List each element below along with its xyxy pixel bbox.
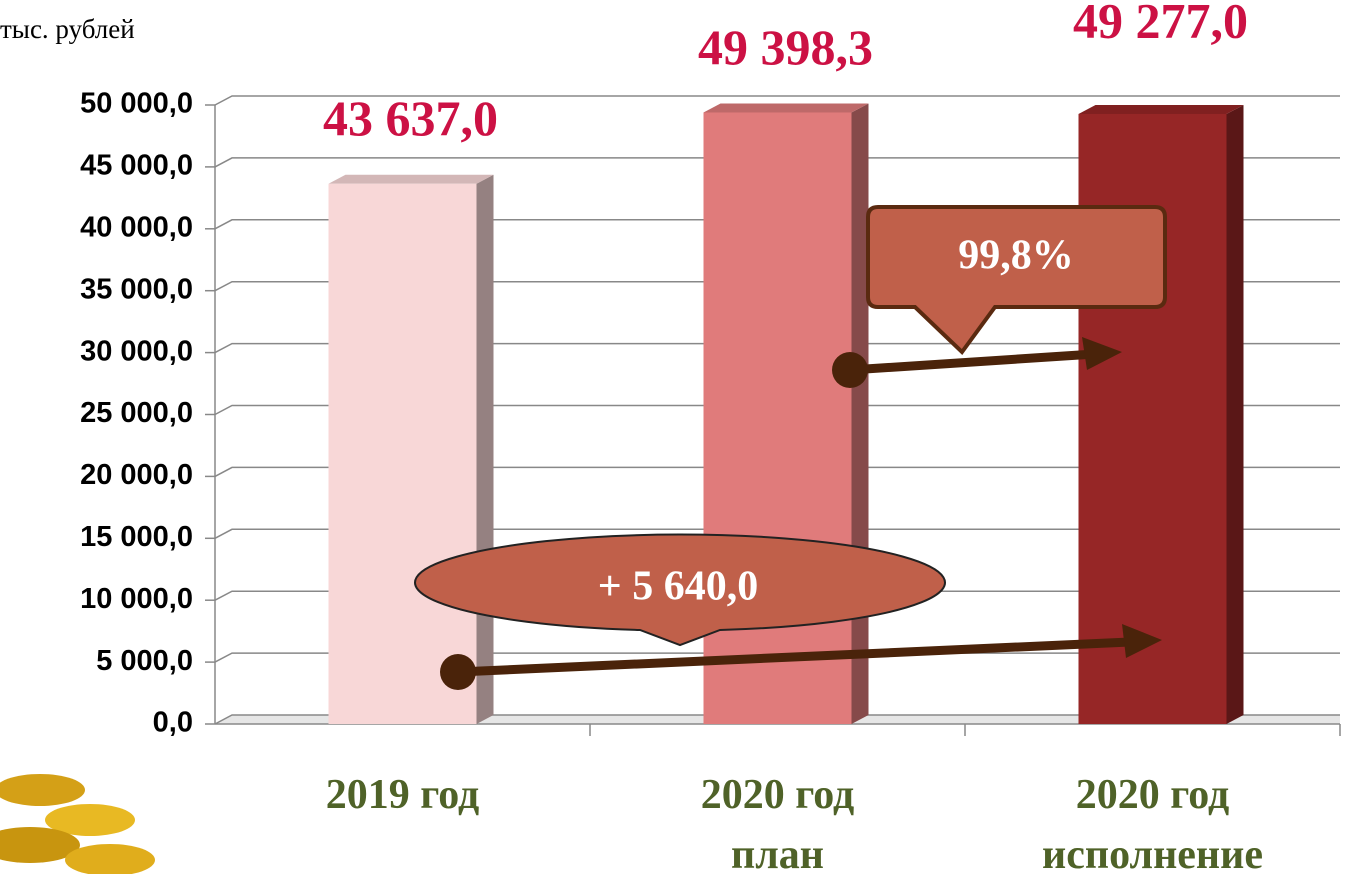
callout-percent: 99,8% [866, 205, 1167, 356]
grid-line [214, 157, 1340, 168]
grid-line [214, 95, 1340, 106]
value-label: 43 637,0 [323, 90, 498, 146]
y-tick-label: 50 000,0 [80, 88, 193, 120]
x-tick-label: 2020 год исполнение [1042, 772, 1263, 878]
value-label: 49 398,3 [698, 19, 873, 75]
annotation: 99,8% [958, 233, 1074, 279]
coins [0, 774, 155, 874]
x-tick-label: 2020 год план [700, 772, 855, 878]
bar-side [476, 174, 494, 725]
y-tick-label: 30 000,0 [80, 335, 193, 367]
bar-top [703, 103, 869, 113]
grid-line [214, 590, 1340, 601]
y-tick-label: 40 000,0 [80, 211, 193, 243]
y-tick-label: 0,0 [153, 707, 193, 739]
grid-line [214, 528, 1340, 539]
x-tick-label: 2019 год [325, 772, 480, 818]
annotation: + 5 640,0 [598, 564, 758, 610]
bar-side [851, 103, 869, 725]
bar [703, 112, 852, 725]
arrow-plan-exec [832, 337, 1122, 388]
arrow-year [440, 624, 1162, 690]
bar-side [1226, 104, 1244, 724]
bar-top [1078, 104, 1244, 114]
y-tick-label: 20 000,0 [80, 459, 193, 491]
grid-line [214, 404, 1340, 416]
value-label: 49 277,0 [1073, 0, 1248, 48]
y-tick-label: 25 000,0 [80, 397, 193, 429]
y-tick-label: 35 000,0 [80, 273, 193, 305]
grid-line [214, 342, 1340, 354]
y-tick-label: 15 000,0 [80, 521, 193, 553]
y-tick-label: 45 000,0 [80, 150, 193, 182]
grid-line [214, 466, 1340, 478]
y-tick-label: 5 000,0 [96, 645, 193, 677]
unit-label: тыс. рублей [0, 14, 135, 44]
bar [328, 183, 477, 725]
y-tick-label: 10 000,0 [80, 583, 193, 615]
callout-diff: + 5 640,0 [414, 533, 946, 647]
grid-line [214, 714, 1340, 725]
bar-top [328, 174, 494, 184]
